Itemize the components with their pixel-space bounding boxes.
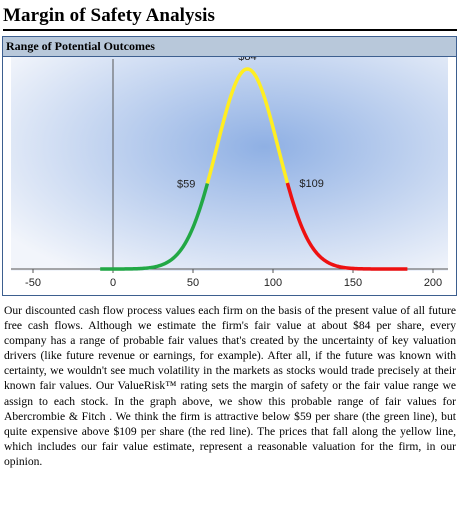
- fair-value-label: $84: [238, 57, 256, 63]
- margin-of-safety-chart: -50 0 50 100 150 200 $84 $59 $109: [11, 57, 448, 289]
- lower-bound-label: $59: [177, 178, 195, 190]
- section-header: Range of Potential Outcomes: [3, 37, 456, 57]
- curve-segment-overvalued: [285, 182, 408, 271]
- x-tick-label-200: 200: [424, 277, 442, 289]
- upper-bound-label: $109: [299, 178, 323, 190]
- page-title: Margin of Safety Analysis: [3, 4, 457, 31]
- x-tick-label-100: 100: [264, 277, 282, 289]
- x-tick-label-150: 150: [344, 277, 362, 289]
- x-tick-label--50: -50: [25, 277, 41, 289]
- chart-panel: Range of Potential Outcomes -50 0 50 100 150…: [2, 36, 457, 296]
- x-tick-label-0: 0: [110, 277, 116, 289]
- curve-segment-fair: [205, 67, 290, 184]
- description-paragraph: Our discounted cash flow process values …: [4, 304, 456, 468]
- curve-segment-undervalued: [99, 182, 210, 271]
- x-tick-label-50: 50: [187, 277, 199, 289]
- plot-background: [11, 57, 448, 271]
